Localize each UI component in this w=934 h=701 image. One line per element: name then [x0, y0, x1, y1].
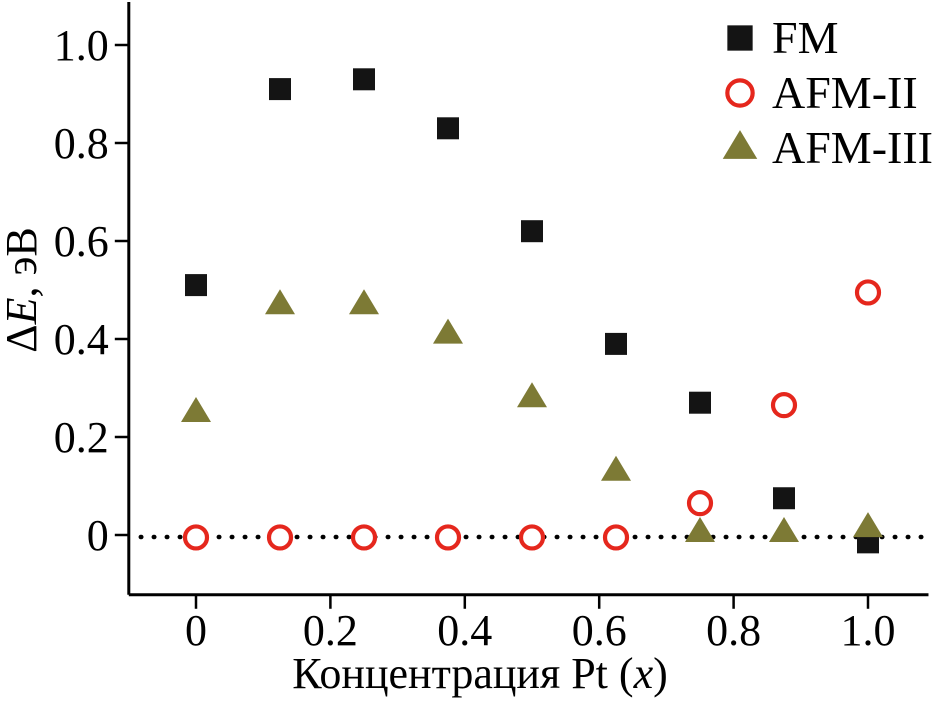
data-point-fm [269, 78, 291, 101]
data-point-afm-ii [266, 524, 294, 551]
legend-marker-afm-ii [725, 78, 755, 108]
data-point-afm-ii [854, 279, 882, 306]
data-point-fm [605, 332, 627, 355]
data-point-afm-ii [686, 490, 714, 517]
data-point-afm-ii [518, 524, 546, 551]
data-point-afm-iii [517, 382, 547, 408]
y-tick-label: 0.8 [54, 119, 109, 168]
y-axis-title-part: E [0, 297, 46, 325]
legend-label-afm-ii: AFM-II [772, 67, 918, 118]
data-point-afm-iii [265, 289, 295, 315]
data-point-afm-iii [433, 318, 463, 344]
y-tick-label: 0 [87, 511, 109, 560]
x-axis-title-part: Концентрация Pt ( [292, 649, 633, 698]
x-axis-title: Концентрация Pt (x) [292, 649, 668, 698]
data-point-afm-iii [181, 397, 211, 422]
y-tick-label: 0.6 [54, 217, 109, 266]
x-tick-label: 0.4 [437, 606, 492, 655]
y-axis-title-part: Δ [0, 324, 46, 352]
data-point-afm-ii [182, 524, 210, 551]
y-tick-label: 0.2 [54, 413, 109, 462]
y-tick-label: 1.0 [54, 21, 109, 70]
data-point-afm-ii [434, 524, 462, 551]
data-point-fm [185, 274, 207, 297]
x-axis-title-part: x [633, 649, 654, 698]
data-point-fm [437, 117, 459, 140]
data-point-afm-iii [349, 289, 379, 315]
x-tick-label: 0.8 [706, 606, 761, 655]
data-point-afm-iii [769, 517, 799, 543]
y-axis-title: ΔE, эВ [0, 227, 46, 352]
data-point-fm [521, 220, 543, 243]
data-point-afm-iii [601, 455, 631, 481]
data-point-afm-ii [350, 524, 378, 551]
y-axis-title-part: , эВ [0, 227, 46, 297]
legend-label-fm: FM [772, 12, 838, 63]
data-point-afm-ii [602, 524, 630, 551]
x-tick-label: 1.0 [841, 606, 896, 655]
data-point-fm [353, 68, 375, 91]
x-tick-label: 0.6 [572, 606, 627, 655]
data-point-fm [689, 391, 711, 414]
legend-marker-afm-iii [722, 130, 758, 159]
x-tick-label: 0.2 [303, 606, 358, 655]
legend-marker-fm [727, 25, 753, 51]
data-point-afm-iii [685, 517, 715, 543]
data-point-fm [773, 487, 795, 510]
x-axis-title-part: ) [653, 649, 668, 698]
y-tick-label: 0.4 [54, 315, 109, 364]
data-point-afm-ii [770, 392, 798, 419]
legend-label-afm-iii: AFM-III [772, 122, 933, 173]
x-tick-label: 0 [185, 606, 207, 655]
data-point-afm-iii [853, 512, 883, 538]
